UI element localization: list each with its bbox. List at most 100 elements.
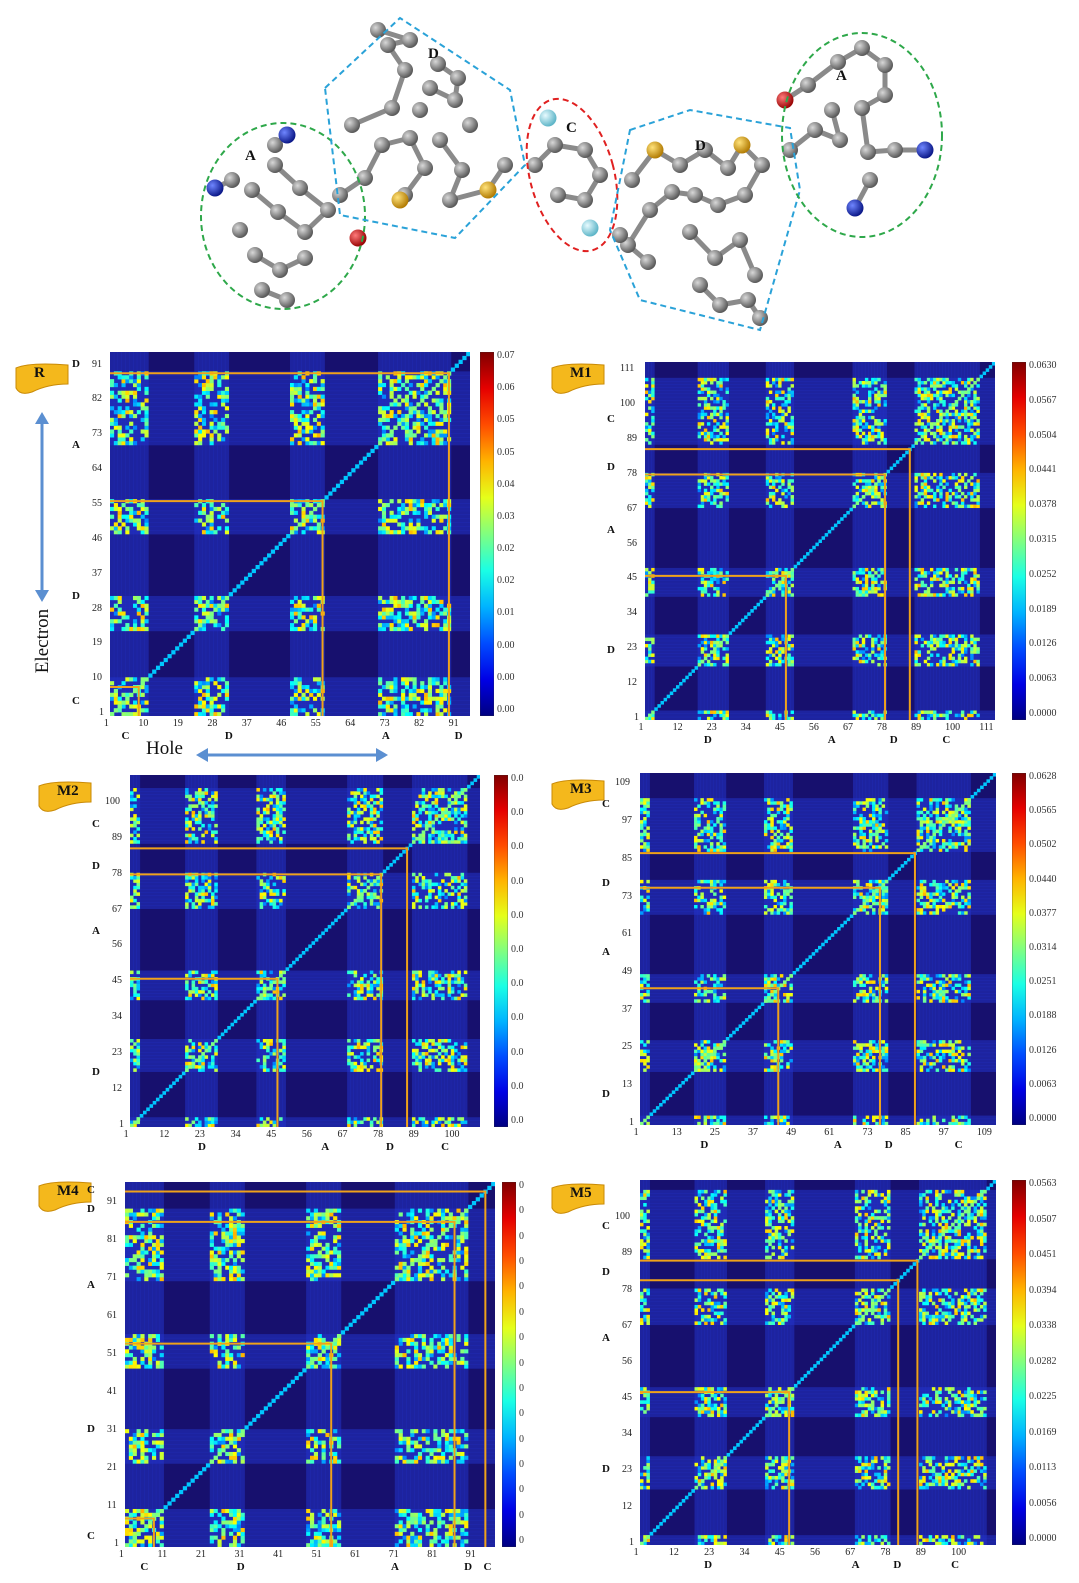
heatmap-cell <box>312 386 318 392</box>
heatmap-cell <box>360 882 364 887</box>
heatmap-cell <box>191 990 196 994</box>
heatmap-cell <box>923 472 928 477</box>
heatmap-cell <box>130 980 134 984</box>
carbon-atom <box>454 162 470 178</box>
heatmap-cell <box>778 479 782 483</box>
hole-column <box>305 352 310 716</box>
carbon-atom <box>807 122 823 138</box>
heatmap-cell <box>439 441 444 446</box>
heatmap-cell <box>415 892 419 896</box>
heatmap-cell <box>214 823 218 828</box>
carbon-atom <box>824 102 840 118</box>
heatmap-cell <box>450 1117 455 1121</box>
diagonal-cell <box>793 564 798 569</box>
colorbar-tick-label: 0.03 <box>497 510 515 522</box>
heatmap-cell <box>144 390 149 395</box>
heatmap-cell <box>457 1068 461 1072</box>
heatmap-cell <box>401 425 406 430</box>
heatmap-cell <box>424 700 429 705</box>
heatmap-cell <box>765 710 770 714</box>
heatmap-cell <box>444 814 448 818</box>
heatmap-cell <box>784 400 788 404</box>
diagonal-cell <box>185 1068 189 1072</box>
donor-group-right-outline <box>608 108 802 332</box>
heatmap-cell <box>722 577 726 581</box>
heatmap-cell <box>376 1045 380 1050</box>
heatmap-cell <box>198 1048 202 1053</box>
hole-column <box>716 362 720 720</box>
heatmap-cell <box>221 425 226 430</box>
heatmap-cell <box>117 611 122 616</box>
heatmap-cell <box>121 390 126 395</box>
heatmap-cell <box>926 438 931 442</box>
hole-column <box>191 775 196 1127</box>
heatmap-cell <box>389 696 394 701</box>
heatmap-cell <box>408 626 413 632</box>
heatmap-cell <box>378 406 383 411</box>
heatmap-cell <box>194 410 199 415</box>
heatmap-cell <box>418 996 422 1001</box>
heatmap-cell <box>282 823 286 828</box>
heatmap-cell <box>201 708 207 713</box>
heatmap-cell <box>110 394 115 399</box>
diagonal-cell <box>669 691 674 696</box>
heatmap-cell <box>858 634 863 638</box>
heatmap-cell <box>450 902 455 906</box>
heatmap-cell <box>954 482 959 486</box>
diagonal-cell <box>450 367 456 372</box>
heatmap-cell <box>874 381 878 385</box>
heatmap-cell <box>418 1061 422 1066</box>
diagonal-cell <box>799 558 804 562</box>
heatmap-cell <box>224 607 230 612</box>
heatmap-cell <box>130 895 134 900</box>
heatmap-cell <box>191 1120 196 1125</box>
heatmap-cell <box>945 567 949 572</box>
heatmap-cell <box>385 518 390 523</box>
heatmap-cell <box>144 688 149 694</box>
diagonal-cell <box>374 444 379 450</box>
heatmap-cell <box>140 708 145 713</box>
heatmap-cell <box>144 626 149 632</box>
heatmap-cell <box>378 526 383 531</box>
heatmap-cell <box>864 488 869 493</box>
heatmap-cell <box>444 1052 448 1056</box>
heatmap-cell <box>871 409 875 413</box>
heatmap-cell <box>194 619 199 624</box>
heatmap-cell <box>207 810 212 815</box>
heatmap-cell <box>697 485 702 490</box>
nitrogen-atom <box>206 179 224 197</box>
heatmap-cell <box>366 986 371 991</box>
heatmap-cell <box>942 485 946 490</box>
x-tick-label: 55 <box>310 718 321 729</box>
heatmap-cell <box>926 396 931 401</box>
heatmap-cell <box>350 885 354 890</box>
heatmap-cell <box>439 692 444 697</box>
heatmap-cell <box>214 1065 218 1069</box>
heatmap-cell <box>204 830 209 834</box>
heatmap-cell <box>401 681 406 686</box>
heatmap-cell <box>378 615 383 620</box>
heatmap-cell <box>768 659 773 664</box>
heatmap-cell <box>939 713 943 718</box>
heatmap-cell <box>117 437 122 442</box>
heatmap-cell <box>920 498 925 502</box>
heatmap-cell <box>279 876 283 880</box>
hole-column <box>939 362 943 720</box>
diagonal-cell <box>149 1104 154 1108</box>
diagonal-cell <box>871 485 875 490</box>
heatmap-cell <box>970 476 974 480</box>
hole-column <box>926 362 931 720</box>
heatmap-cell <box>415 977 419 981</box>
heatmap-cell <box>973 441 977 445</box>
hole-column <box>914 362 918 720</box>
heatmap-cell <box>144 398 149 403</box>
heatmap-cell <box>976 428 980 432</box>
heatmap-cell <box>211 814 215 818</box>
heatmap-cell <box>970 419 974 423</box>
heatmap-cell <box>209 530 214 535</box>
heatmap-cell <box>437 830 442 834</box>
heatmap-cell <box>424 1052 429 1056</box>
heatmap-cell <box>917 472 921 477</box>
electron-row <box>130 973 480 978</box>
heatmap-cell <box>347 1117 351 1121</box>
